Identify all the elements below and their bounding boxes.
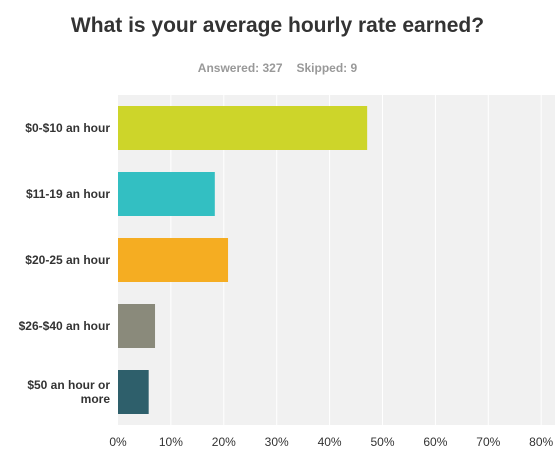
x-tick-label: 60% [423,435,447,449]
category-label: $20-25 an hour [25,253,110,267]
bar [118,370,149,414]
x-tick-label: 30% [265,435,289,449]
x-tick-label: 40% [318,435,342,449]
bar [118,172,215,216]
x-tick-label: 70% [476,435,500,449]
bar [118,238,229,282]
x-tick-label: 50% [370,435,394,449]
bar [118,304,156,348]
x-tick-label: 0% [109,435,127,449]
category-label: $50 an hour or more [27,378,110,406]
x-tick-label: 20% [212,435,236,449]
x-tick-label: 10% [159,435,183,449]
category-label: $11-19 an hour [26,187,110,201]
chart-title: What is your average hourly rate earned? [70,14,485,37]
category-label: $26-$40 an hour [19,319,111,333]
skipped-count: Skipped: 9 [296,61,358,75]
bar [118,106,368,150]
answered-count: Answered: 327 [197,61,283,75]
category-label: $0-$10 an hour [25,121,110,135]
response-stats: Answered: 327 Skipped: 9 [0,61,555,75]
x-tick-label: 80% [529,435,553,449]
